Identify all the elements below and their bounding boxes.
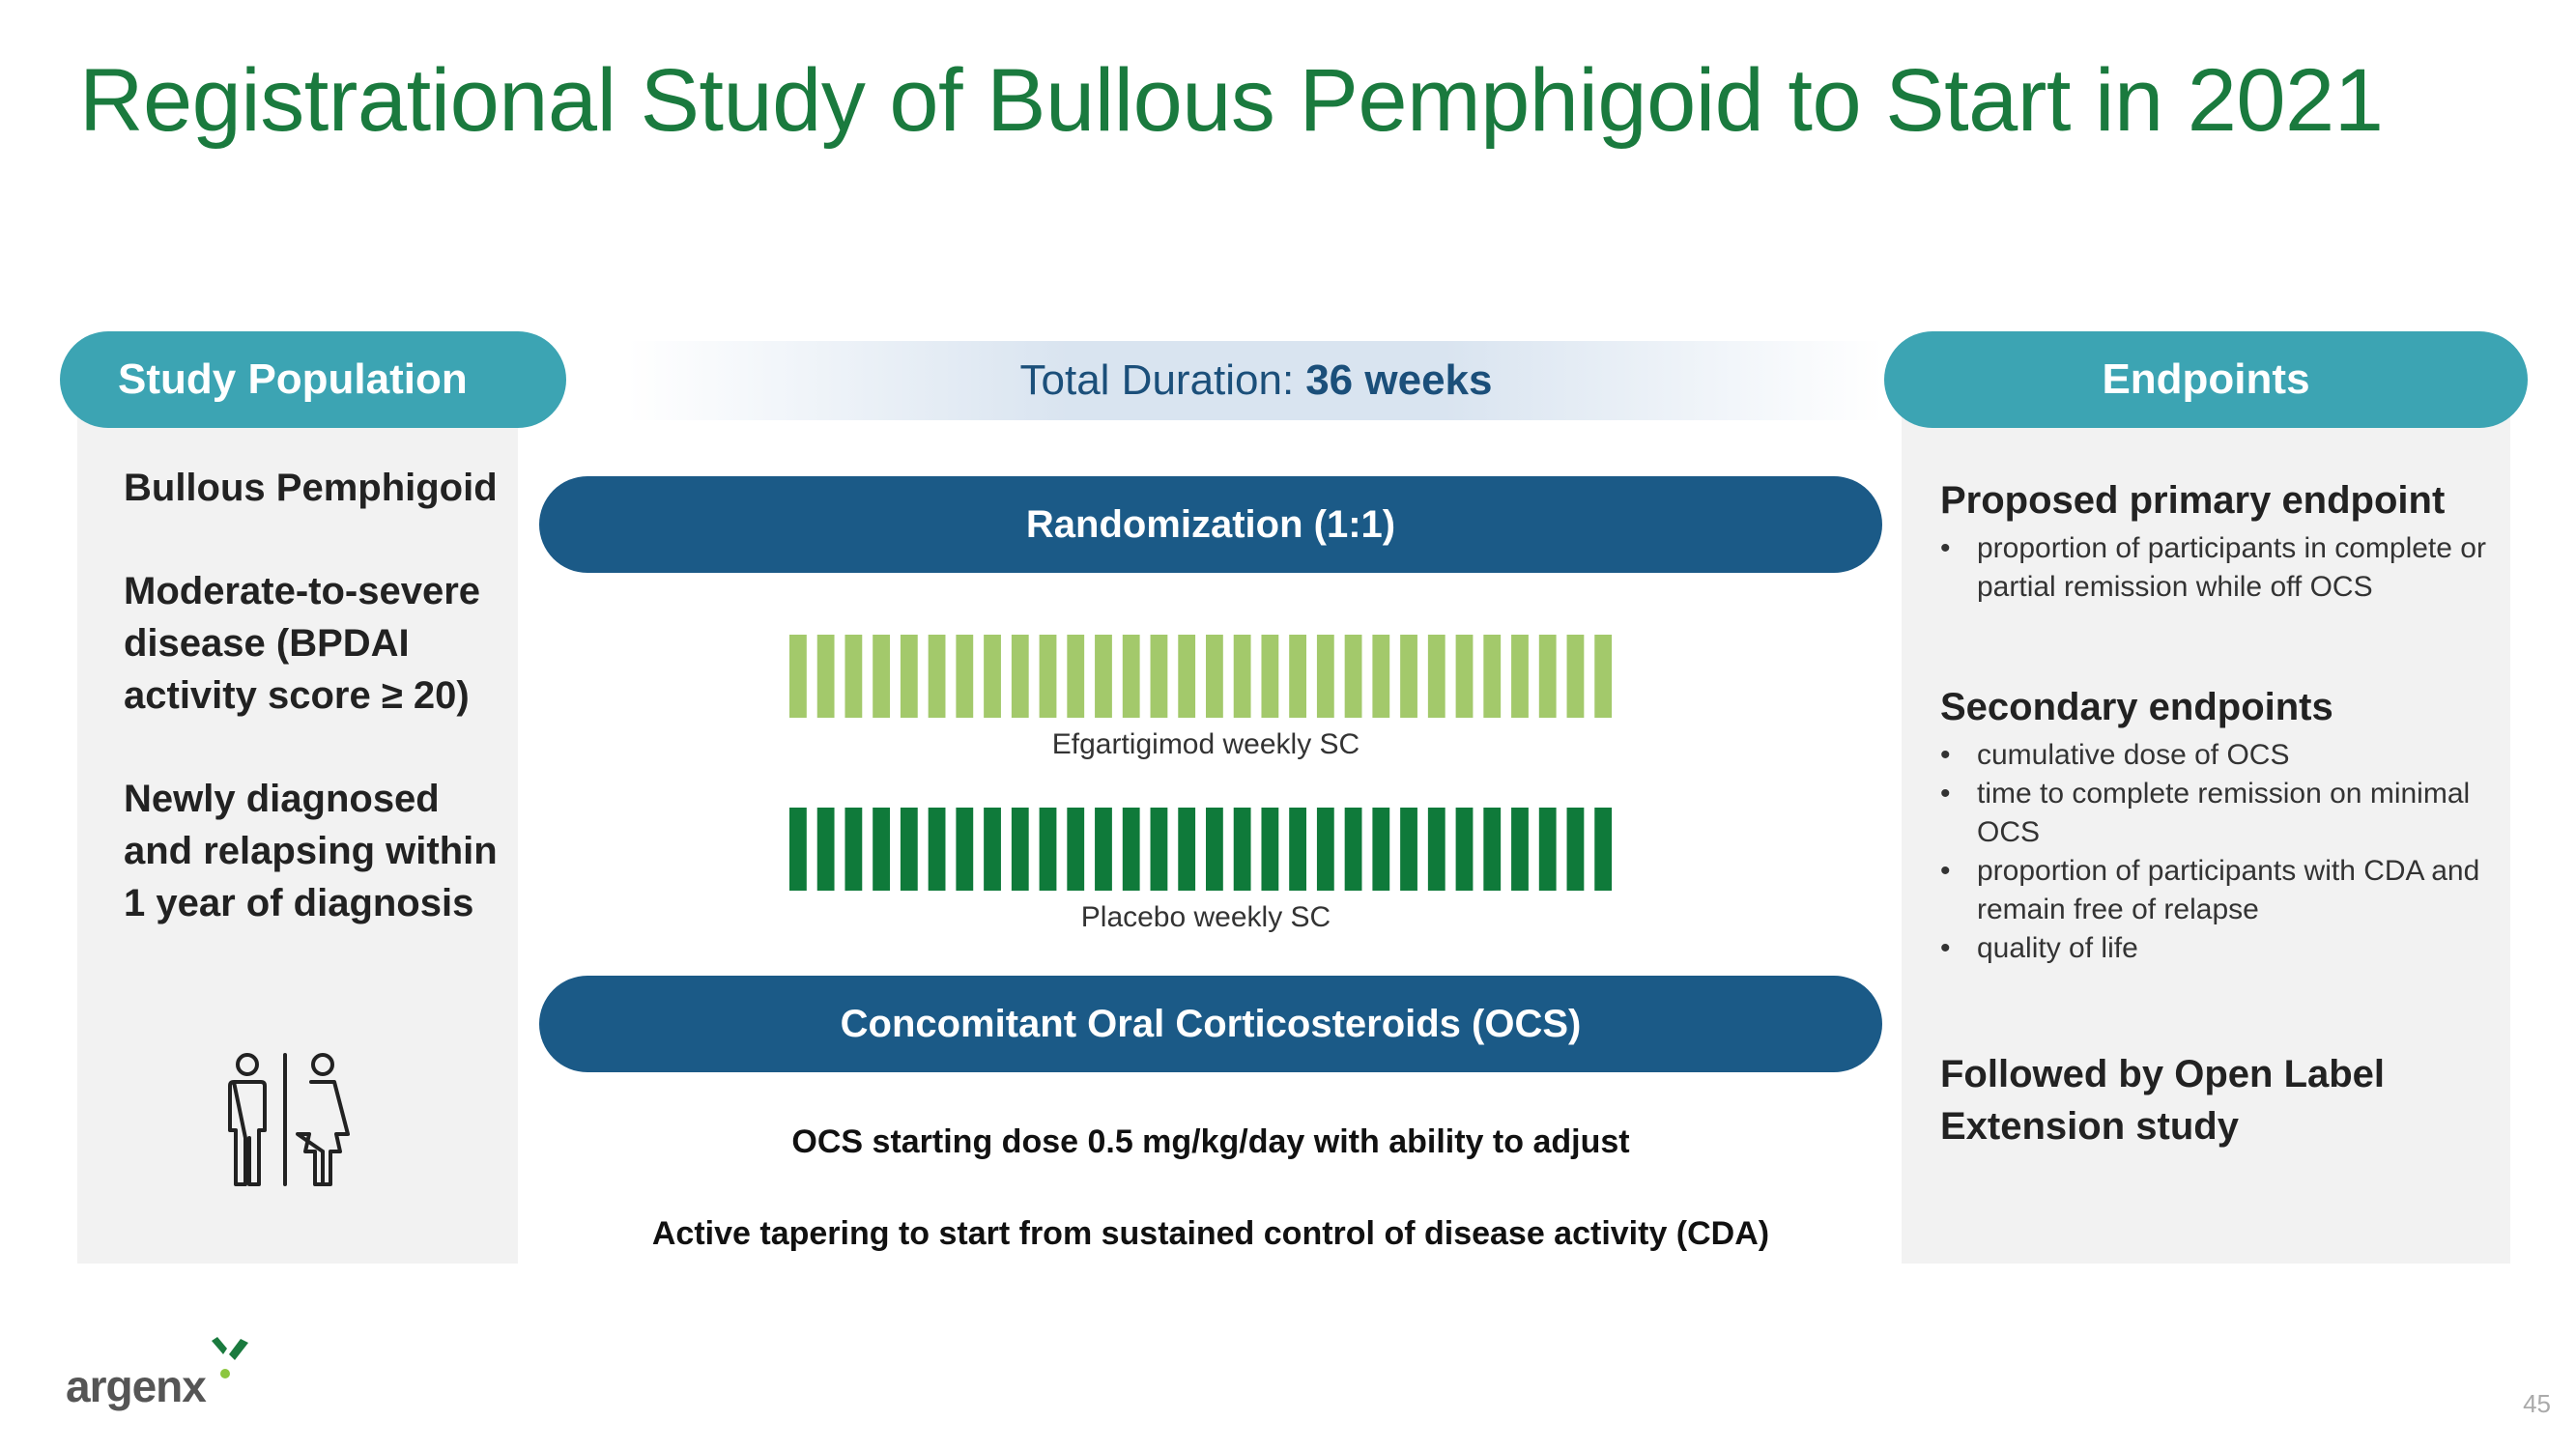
dose-stripe bbox=[1511, 808, 1529, 891]
dose-stripe bbox=[873, 808, 891, 891]
page-number: 45 bbox=[2523, 1389, 2551, 1418]
dose-stripe bbox=[1566, 635, 1585, 718]
arm-efgartigimod-label: Efgartigimod weekly SC bbox=[1051, 728, 1360, 760]
primary-endpoint-list: proportion of participants in complete o… bbox=[1938, 529, 2489, 607]
dose-stripe bbox=[1178, 808, 1196, 891]
secondary-endpoints-list: cumulative dose of OCS time to complete … bbox=[1938, 736, 2489, 968]
list-item: cumulative dose of OCS bbox=[1938, 736, 2489, 775]
dose-stripe bbox=[1289, 808, 1307, 891]
dose-stripe bbox=[1289, 635, 1307, 718]
dose-stripe bbox=[1178, 635, 1196, 718]
ocs-dose-note: OCS starting dose 0.5 mg/kg/day with abi… bbox=[791, 1123, 1630, 1160]
dose-stripe bbox=[1122, 808, 1140, 891]
dose-stripe bbox=[984, 808, 1001, 891]
dose-stripe bbox=[816, 808, 835, 891]
dose-stripe bbox=[1483, 635, 1502, 718]
secondary-endpoints-heading: Secondary endpoints bbox=[1940, 686, 2333, 728]
dose-stripe bbox=[900, 808, 918, 891]
dose-stripe bbox=[1372, 808, 1390, 891]
duration-label: Total Duration: bbox=[1019, 356, 1295, 404]
dose-stripe bbox=[1455, 635, 1474, 718]
dose-stripe bbox=[1067, 635, 1085, 718]
population-item-diagnosis: Newly diagnosed and relapsing within 1 y… bbox=[124, 778, 498, 924]
dose-stripe bbox=[928, 635, 946, 718]
dose-stripe bbox=[789, 635, 807, 718]
dose-stripe bbox=[900, 635, 918, 718]
logo-mark-icon bbox=[211, 1337, 248, 1378]
dose-stripe bbox=[956, 635, 974, 718]
dose-stripe bbox=[1261, 808, 1279, 891]
population-item-disease: Bullous Pemphigoid bbox=[124, 467, 498, 509]
dose-stripe bbox=[1206, 808, 1223, 891]
dose-stripe bbox=[1233, 808, 1251, 891]
logo-text: argenx bbox=[66, 1361, 207, 1411]
dose-stripe bbox=[1594, 808, 1613, 891]
dose-stripe bbox=[789, 808, 807, 891]
dose-stripe bbox=[1261, 635, 1279, 718]
study-population-panel bbox=[77, 406, 518, 1264]
dose-stripe bbox=[1316, 635, 1334, 718]
dose-stripe bbox=[1150, 635, 1168, 718]
dose-stripe bbox=[1483, 808, 1502, 891]
dose-stripe bbox=[1538, 635, 1557, 718]
dose-stripe bbox=[928, 808, 946, 891]
people-icon bbox=[228, 1053, 350, 1186]
argenx-logo: argenx bbox=[66, 1337, 252, 1411]
dose-stripe bbox=[1067, 808, 1085, 891]
population-item-severity: Moderate-to-severe disease (BPDAI activi… bbox=[124, 570, 481, 717]
dose-stripe bbox=[956, 808, 974, 891]
dose-stripe bbox=[1594, 635, 1613, 718]
list-item: quality of life bbox=[1938, 929, 2489, 968]
dose-stripe bbox=[844, 808, 863, 891]
placebo-dose-stripes bbox=[789, 808, 1613, 891]
dose-stripe bbox=[1427, 635, 1445, 718]
dose-stripe bbox=[1511, 635, 1529, 718]
dose-stripe bbox=[1233, 635, 1251, 718]
list-item: time to complete remission on minimal OC… bbox=[1938, 775, 2489, 852]
list-item: proportion of participants with CDA and … bbox=[1938, 852, 2489, 929]
dose-stripe bbox=[984, 635, 1001, 718]
study-population-header: Study Population bbox=[60, 331, 566, 428]
dose-stripe bbox=[1039, 808, 1057, 891]
dose-stripe bbox=[1344, 808, 1362, 891]
dose-stripe bbox=[1427, 808, 1445, 891]
dose-stripe bbox=[1400, 808, 1417, 891]
dose-stripe bbox=[1150, 808, 1168, 891]
tapering-note: Active tapering to start from sustained … bbox=[651, 1215, 1770, 1252]
total-duration: Total Duration: 36 weeks bbox=[628, 341, 1884, 420]
dose-stripe bbox=[1011, 808, 1029, 891]
dose-stripe bbox=[873, 635, 891, 718]
ocs-bar: Concomitant Oral Corticosteroids (OCS) bbox=[539, 976, 1882, 1072]
page-title: Registrational Study of Bullous Pemphigo… bbox=[79, 51, 2384, 150]
duration-band bbox=[628, 341, 1884, 420]
dose-stripe bbox=[1095, 635, 1112, 718]
open-label-extension-note: Followed by Open Label Extension study bbox=[1940, 1053, 2386, 1148]
dose-stripe bbox=[1400, 635, 1417, 718]
dose-stripe bbox=[1538, 808, 1557, 891]
dose-stripe bbox=[1206, 635, 1223, 718]
dose-stripe bbox=[816, 635, 835, 718]
dose-stripe bbox=[1095, 808, 1112, 891]
dose-stripe bbox=[1316, 808, 1334, 891]
duration-value: 36 weeks bbox=[1305, 356, 1493, 404]
dose-stripe bbox=[844, 635, 863, 718]
primary-endpoint-heading: Proposed primary endpoint bbox=[1940, 479, 2446, 522]
dose-stripe bbox=[1455, 808, 1474, 891]
endpoints-header: Endpoints bbox=[1884, 331, 2528, 428]
dose-stripe bbox=[1372, 635, 1390, 718]
randomization-bar: Randomization (1:1) bbox=[539, 476, 1882, 573]
list-item: proportion of participants in complete o… bbox=[1938, 529, 2489, 607]
arm-placebo-label: Placebo weekly SC bbox=[1080, 901, 1331, 933]
dose-stripe bbox=[1122, 635, 1140, 718]
dose-stripe bbox=[1011, 635, 1029, 718]
dose-stripe bbox=[1566, 808, 1585, 891]
efgartigimod-dose-stripes bbox=[789, 635, 1613, 718]
dose-stripe bbox=[1344, 635, 1362, 718]
dose-stripe bbox=[1039, 635, 1057, 718]
